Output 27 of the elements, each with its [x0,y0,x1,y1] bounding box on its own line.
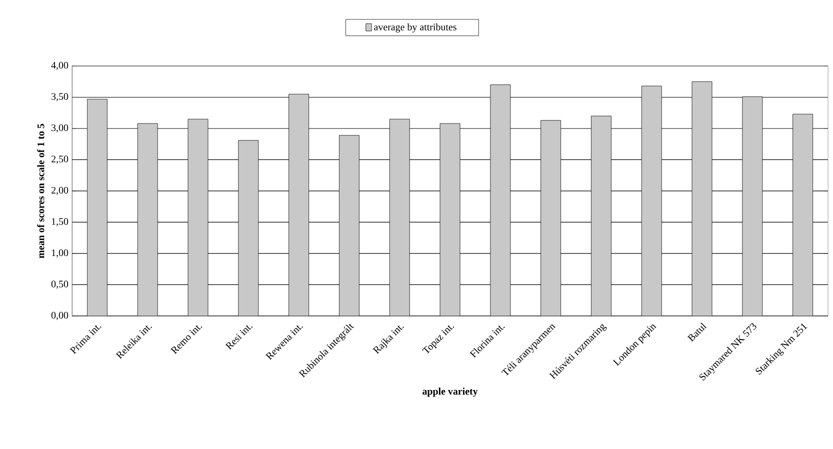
bar [742,96,763,316]
bar [339,135,360,316]
bar [692,81,712,316]
legend-label: average by attributes [374,23,456,32]
bar [288,94,310,316]
y-tick-label: 1,00 [52,249,68,258]
bar [188,118,208,316]
bar [490,84,511,316]
bar [591,116,612,316]
y-tick-label: 4,00 [51,62,68,70]
bar [87,98,108,316]
y-tick-label: 0,00 [51,312,68,320]
bar [238,140,259,316]
y-tick-label: 3,50 [52,93,68,102]
bar [792,114,814,316]
bar [540,120,562,316]
bar [440,123,460,316]
y-tick-label: 2,00 [51,186,68,196]
bar [641,86,662,316]
y-tick-label: 0,50 [51,280,68,289]
y-tick-label: 2,50 [51,156,68,164]
x-axis-title: apple variety [422,388,478,397]
bar [137,123,158,316]
y-tick-label: 3,00 [52,124,68,133]
bar [389,118,410,316]
y-axis-title: mean of scores on scale of 1 to 5 [37,124,44,258]
y-tick-label: 1,50 [52,218,68,226]
